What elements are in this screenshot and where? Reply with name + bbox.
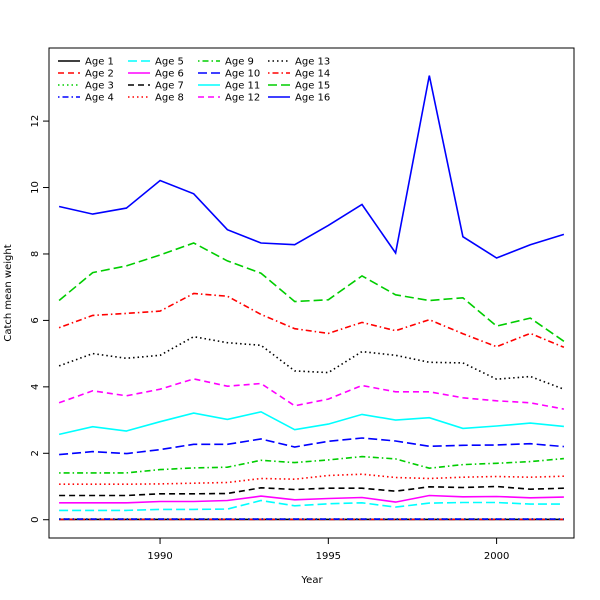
y-tick-label: 0: [30, 517, 41, 523]
y-tick-label: 2: [30, 450, 41, 456]
series-line-age-11: [58, 410, 564, 436]
legend-label: Age 5: [155, 57, 184, 68]
legend-label: Age 12: [225, 93, 260, 104]
legend-label: Age 9: [225, 57, 254, 68]
legend-label: Age 7: [155, 81, 184, 92]
x-tick-label: 2000: [484, 551, 509, 562]
series-line-age-9: [59, 455, 564, 474]
legend-label: Age 3: [85, 81, 114, 92]
legend-label: Age 10: [225, 69, 260, 80]
x-tick-label: 1990: [147, 551, 172, 562]
legend-label: Age 15: [295, 81, 330, 92]
series-line-age-16: [58, 75, 565, 259]
y-axis-title: Catch mean weight: [3, 244, 14, 341]
legend-label: Age 1: [85, 57, 114, 68]
y-axis: 0 2 4 6 8 10 12: [30, 115, 49, 523]
legend-label: Age 6: [155, 69, 184, 80]
series-line-age-10: [59, 437, 564, 456]
y-tick-label: 10: [30, 181, 41, 194]
series-line-age-12: [58, 378, 565, 410]
legend-label: Age 8: [155, 93, 184, 104]
legend-label: Age 13: [295, 57, 330, 68]
y-tick-label: 4: [30, 384, 41, 390]
x-tick-label: 1995: [316, 551, 341, 562]
plot-frame: [48, 47, 575, 539]
series-line-age-6: [59, 494, 564, 504]
y-tick-label: 12: [30, 115, 41, 128]
series-line-age-15: [58, 242, 565, 342]
series-lines: [58, 75, 565, 521]
series-line-age-14: [58, 292, 565, 349]
series-line-age-8: [59, 473, 564, 486]
legend-label: Age 14: [295, 69, 330, 80]
series-line-age-7: [59, 485, 564, 497]
legend-label: Age 16: [295, 93, 330, 104]
series-line-age-5: [59, 499, 564, 512]
x-axis: 1990 1995 2000: [147, 538, 509, 562]
y-tick-label: 6: [30, 317, 41, 323]
legend-label: Age 4: [85, 93, 114, 104]
legend-label: Age 11: [225, 81, 260, 92]
y-tick-label: 8: [30, 251, 41, 257]
x-axis-title: Year: [300, 575, 323, 586]
series-line-age-13: [58, 335, 565, 390]
legend-label: Age 2: [85, 69, 114, 80]
